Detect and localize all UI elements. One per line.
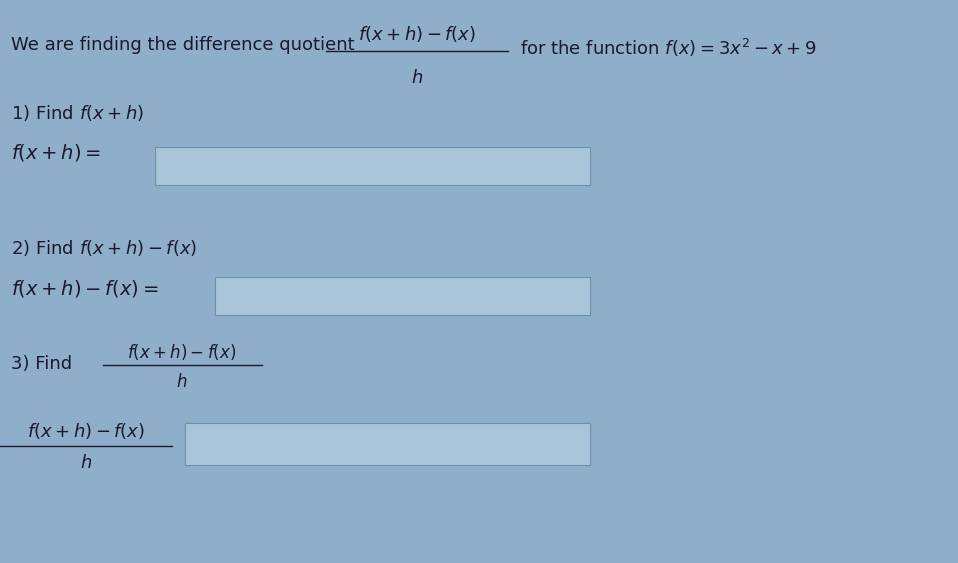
Text: $f(x+h)=$: $f(x+h)=$ [11,141,102,163]
Text: $f(x+h)-f(x)$: $f(x+h)-f(x)$ [27,421,146,441]
Text: for the function $f(x)=3x^2-x+9$: for the function $f(x)=3x^2-x+9$ [520,37,817,59]
Text: We are finding the difference quotient: We are finding the difference quotient [11,36,355,54]
Text: 1) Find $f(x+h)$: 1) Find $f(x+h)$ [11,102,145,123]
Text: 2) Find $f(x+h)-f(x)$: 2) Find $f(x+h)-f(x)$ [11,238,197,258]
Text: $f(x+h)-f(x)$: $f(x+h)-f(x)$ [357,24,476,44]
Text: $h$: $h$ [176,373,188,391]
Text: $f(x+h)-f(x)$: $f(x+h)-f(x)$ [127,342,237,362]
Text: $h$: $h$ [411,69,422,87]
Text: 3) Find: 3) Find [11,355,73,373]
Text: $f(x+h)-f(x)=$: $f(x+h)-f(x)=$ [11,278,159,300]
Text: $h$: $h$ [80,454,92,472]
